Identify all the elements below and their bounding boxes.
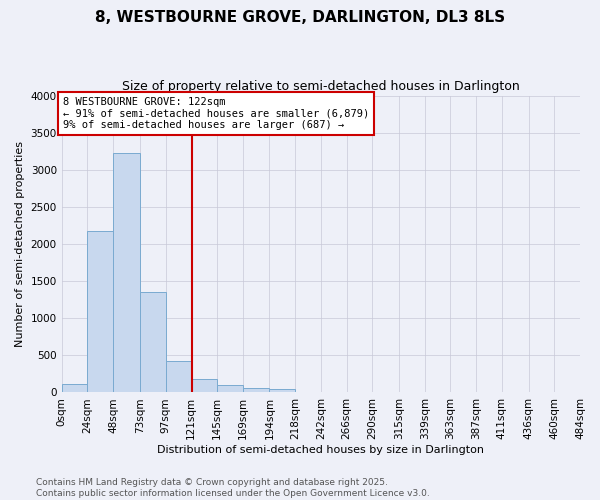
X-axis label: Distribution of semi-detached houses by size in Darlington: Distribution of semi-detached houses by … <box>157 445 484 455</box>
Bar <box>113 152 140 392</box>
Y-axis label: Number of semi-detached properties: Number of semi-detached properties <box>15 141 25 347</box>
Bar <box>166 362 191 392</box>
Text: Contains HM Land Registry data © Crown copyright and database right 2025.
Contai: Contains HM Land Registry data © Crown c… <box>36 478 430 498</box>
Bar <box>140 292 166 392</box>
Title: Size of property relative to semi-detached houses in Darlington: Size of property relative to semi-detach… <box>122 80 520 93</box>
Text: 8 WESTBOURNE GROVE: 122sqm
← 91% of semi-detached houses are smaller (6,879)
9% : 8 WESTBOURNE GROVE: 122sqm ← 91% of semi… <box>63 97 369 130</box>
Text: 8, WESTBOURNE GROVE, DARLINGTON, DL3 8LS: 8, WESTBOURNE GROVE, DARLINGTON, DL3 8LS <box>95 10 505 25</box>
Bar <box>242 388 269 392</box>
Bar <box>88 232 113 392</box>
Bar <box>269 388 295 392</box>
Bar <box>62 384 88 392</box>
Bar <box>191 380 217 392</box>
Bar <box>217 385 242 392</box>
